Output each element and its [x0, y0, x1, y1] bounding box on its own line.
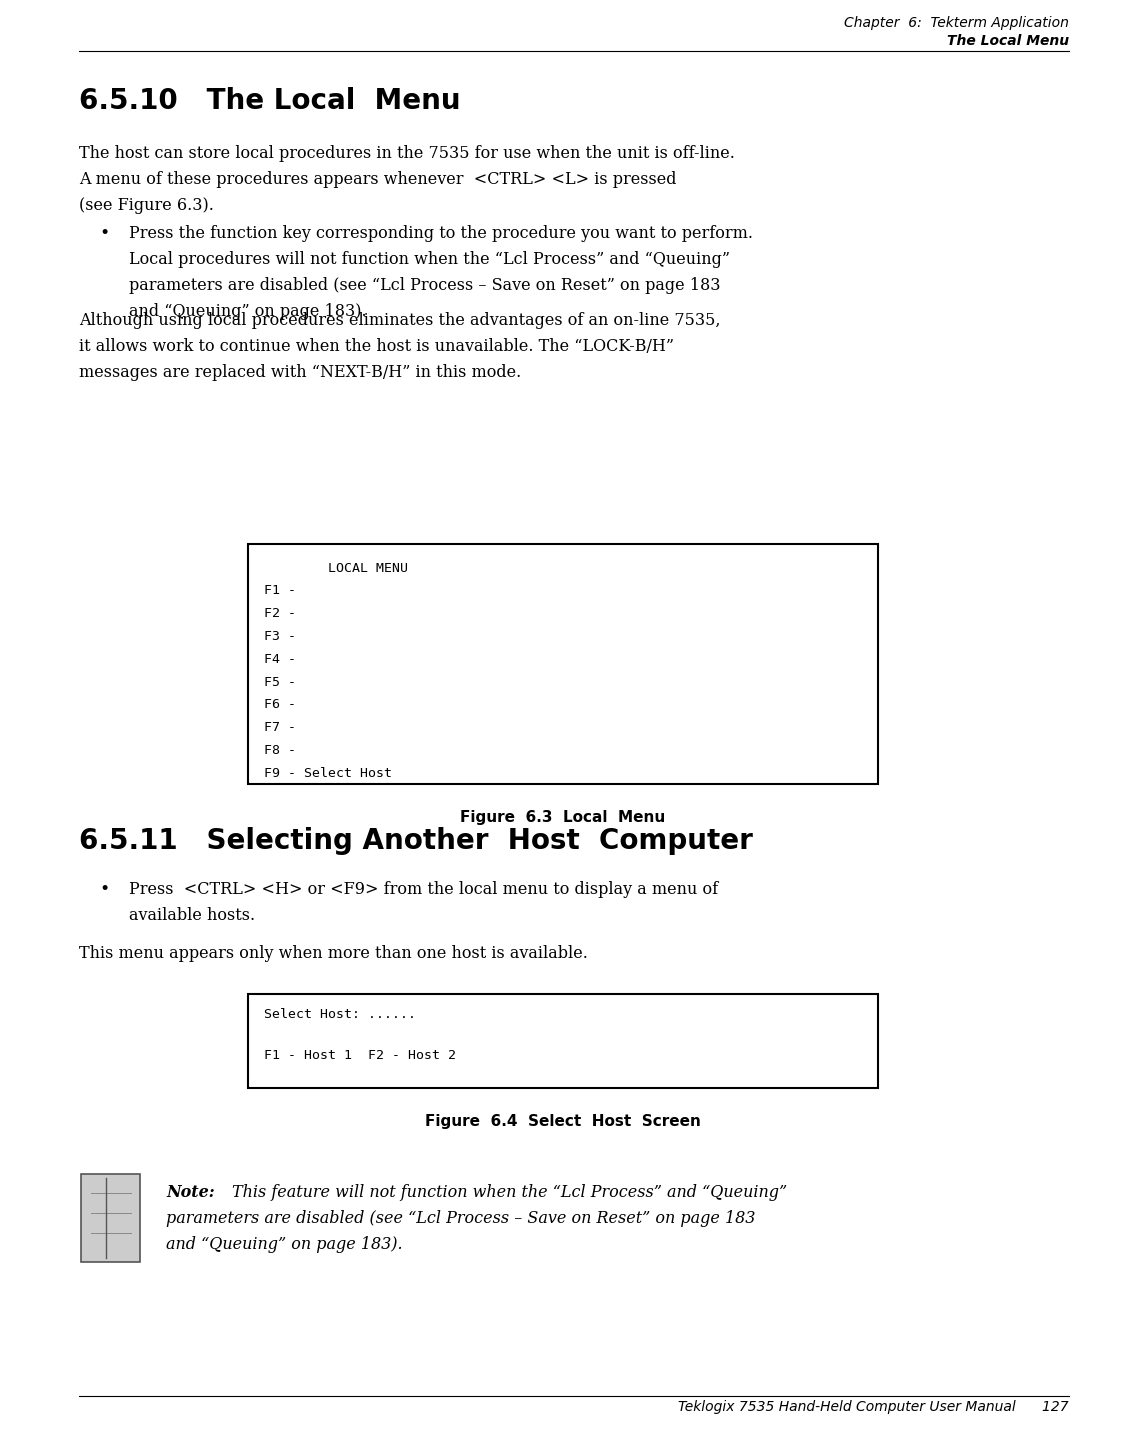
Text: 6.5.11   Selecting Another  Host  Computer: 6.5.11 Selecting Another Host Computer — [79, 827, 753, 855]
Text: A menu of these procedures appears whenever  <CTRL> <L> is pressed: A menu of these procedures appears whene… — [79, 171, 676, 189]
FancyBboxPatch shape — [81, 1174, 141, 1262]
Text: Press  <CTRL> <H> or <F9> from the local menu to display a menu of: Press <CTRL> <H> or <F9> from the local … — [129, 881, 719, 898]
Text: Although using local procedures eliminates the advantages of an on-line 7535,: Although using local procedures eliminat… — [79, 312, 720, 329]
Text: Figure  6.4  Select  Host  Screen: Figure 6.4 Select Host Screen — [424, 1114, 701, 1129]
Text: Note:: Note: — [166, 1184, 215, 1201]
Text: This menu appears only when more than one host is available.: This menu appears only when more than on… — [79, 945, 587, 962]
Text: and “Queuing” on page 183).: and “Queuing” on page 183). — [166, 1236, 403, 1254]
Text: Press the function key corresponding to the procedure you want to perform.: Press the function key corresponding to … — [129, 225, 754, 242]
FancyBboxPatch shape — [248, 544, 878, 784]
Text: This feature will not function when the “Lcl Process” and “Queuing”: This feature will not function when the … — [232, 1184, 786, 1201]
Text: Teklogix 7535 Hand-Held Computer User Manual      127: Teklogix 7535 Hand-Held Computer User Ma… — [678, 1400, 1069, 1415]
Text: Select Host: ......: Select Host: ...... — [264, 1008, 416, 1022]
Text: The host can store local procedures in the 7535 for use when the unit is off-lin: The host can store local procedures in t… — [79, 145, 735, 163]
Text: F8 -: F8 - — [264, 744, 296, 757]
Text: it allows work to continue when the host is unavailable. The “LOCK-B/H”: it allows work to continue when the host… — [79, 338, 674, 355]
Text: 6.5.10   The Local  Menu: 6.5.10 The Local Menu — [79, 87, 460, 115]
Text: F2 -: F2 - — [264, 607, 296, 620]
Text: F1 -: F1 - — [264, 585, 296, 598]
Text: F9 - Select Host: F9 - Select Host — [264, 766, 393, 779]
Text: parameters are disabled (see “Lcl Process – Save on Reset” on page 183: parameters are disabled (see “Lcl Proces… — [129, 277, 721, 295]
Text: messages are replaced with “NEXT-B/H” in this mode.: messages are replaced with “NEXT-B/H” in… — [79, 364, 521, 382]
Text: Local procedures will not function when the “Lcl Process” and “Queuing”: Local procedures will not function when … — [129, 251, 730, 268]
Text: (see Figure 6.3).: (see Figure 6.3). — [79, 197, 214, 215]
Text: Figure  6.3  Local  Menu: Figure 6.3 Local Menu — [460, 810, 665, 824]
Text: •: • — [99, 225, 109, 242]
Text: F5 -: F5 - — [264, 676, 296, 689]
Text: F1 - Host 1  F2 - Host 2: F1 - Host 1 F2 - Host 2 — [264, 1049, 457, 1062]
Text: Chapter  6:  Tekterm Application: Chapter 6: Tekterm Application — [844, 16, 1069, 30]
Text: parameters are disabled (see “Lcl Process – Save on Reset” on page 183: parameters are disabled (see “Lcl Proces… — [166, 1210, 756, 1228]
Text: F7 -: F7 - — [264, 721, 296, 734]
Text: F3 -: F3 - — [264, 630, 296, 643]
Text: •: • — [99, 881, 109, 898]
Text: available hosts.: available hosts. — [129, 907, 255, 924]
Text: LOCAL MENU: LOCAL MENU — [264, 562, 408, 575]
Text: F6 -: F6 - — [264, 698, 296, 711]
FancyBboxPatch shape — [248, 994, 878, 1088]
Text: F4 -: F4 - — [264, 653, 296, 666]
Text: and “Queuing” on page 183).: and “Queuing” on page 183). — [129, 303, 367, 321]
Text: The Local Menu: The Local Menu — [946, 33, 1069, 48]
